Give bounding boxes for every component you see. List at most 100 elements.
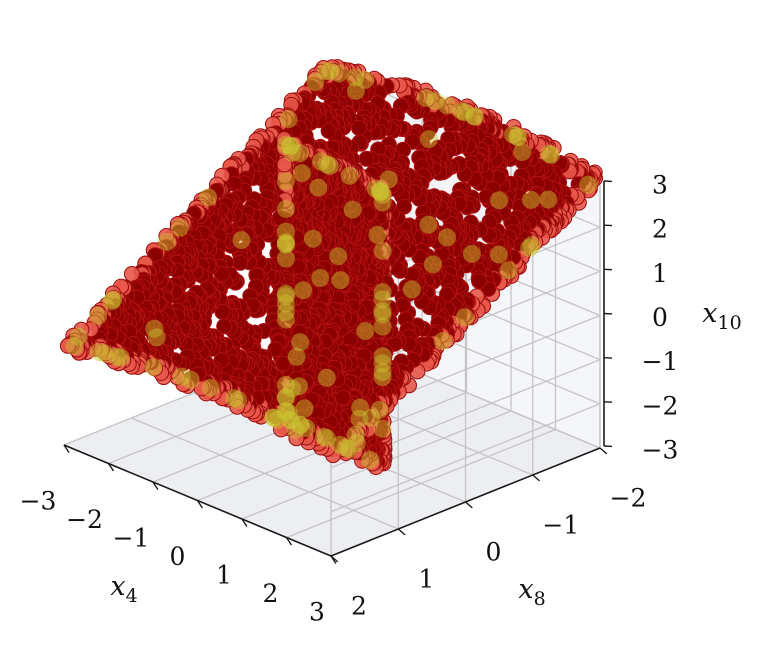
data-point — [331, 271, 350, 290]
grid-y-floor — [131, 417, 399, 530]
data-point — [225, 389, 243, 408]
data-point — [264, 408, 283, 427]
y-tick-label: 1 — [418, 565, 434, 594]
data-point — [172, 367, 191, 386]
data-point — [356, 322, 375, 340]
data-point — [417, 88, 436, 107]
data-point — [170, 218, 189, 237]
data-point — [276, 172, 295, 191]
y-tick-label: −1 — [542, 511, 579, 540]
data-point — [286, 420, 305, 439]
data-point — [579, 175, 598, 194]
data-point — [373, 283, 392, 302]
data-point — [102, 292, 121, 311]
y-axis-title: x8 — [518, 574, 545, 610]
data-point — [433, 331, 452, 350]
data-point — [520, 239, 539, 257]
data-point — [329, 247, 348, 266]
y-tick-label: −2 — [610, 484, 647, 513]
data-point — [89, 306, 108, 325]
data-point — [462, 244, 481, 263]
data-point — [65, 337, 84, 356]
x-tick-label: 0 — [170, 542, 186, 571]
data-point — [123, 266, 140, 282]
data-point — [504, 125, 523, 144]
x-axis-title: x4 — [110, 571, 137, 607]
data-point — [232, 231, 251, 250]
z-axis-title: x10 — [702, 298, 741, 334]
data-point — [311, 269, 330, 287]
data-point — [373, 241, 392, 260]
tick-mark — [397, 528, 406, 536]
data-point — [373, 347, 392, 366]
data-point — [276, 135, 295, 154]
data-point — [490, 191, 508, 210]
data-point — [346, 81, 365, 100]
y-tick-label: 2 — [351, 592, 367, 621]
data-point — [419, 215, 438, 234]
data-point — [489, 245, 508, 264]
data-point — [366, 179, 385, 198]
data-point — [368, 225, 387, 244]
scatter-points — [59, 59, 603, 475]
data-point — [294, 281, 313, 300]
data-point — [540, 144, 559, 163]
z-tick-label: 2 — [652, 215, 668, 244]
data-point — [276, 199, 295, 218]
data-point — [358, 150, 375, 167]
data-point — [455, 308, 474, 327]
tick-mark — [465, 501, 473, 509]
data-point — [232, 254, 249, 271]
data-point — [90, 343, 108, 361]
data-point — [279, 110, 298, 129]
data-point — [373, 363, 392, 382]
data-point — [373, 305, 392, 324]
data-point — [343, 200, 362, 219]
data-point — [306, 73, 325, 91]
x-tick-label: 2 — [263, 579, 279, 608]
data-point — [312, 152, 330, 171]
x-tick-label: 1 — [216, 561, 232, 590]
data-point — [402, 280, 421, 299]
data-point — [309, 178, 328, 197]
data-point — [144, 358, 163, 377]
x-tick-label: −1 — [113, 524, 150, 553]
data-point — [362, 408, 381, 427]
data-point — [438, 228, 456, 247]
data-point — [201, 378, 220, 397]
z-tick-label: 1 — [652, 259, 668, 288]
data-point — [539, 190, 558, 209]
tick-mark — [532, 474, 540, 482]
data-point — [521, 190, 540, 209]
x-tick-label: −2 — [66, 505, 103, 534]
data-point — [304, 229, 322, 248]
tick-mark — [599, 447, 608, 455]
x-tick-label: −3 — [20, 487, 57, 516]
z-tick-label: −2 — [642, 391, 679, 420]
data-point — [420, 130, 438, 149]
data-point — [317, 368, 336, 387]
data-point — [361, 450, 380, 469]
z-tick-label: −3 — [642, 436, 679, 465]
data-point — [513, 143, 532, 161]
z-tick-label: −1 — [642, 347, 679, 376]
data-point — [147, 328, 166, 347]
data-point — [340, 166, 359, 185]
data-point — [287, 347, 306, 366]
data-point — [276, 294, 295, 313]
grid-z-right — [330, 403, 601, 513]
data-point — [293, 164, 311, 183]
z-tick-label: 0 — [652, 303, 668, 332]
x-tick-label: 3 — [309, 598, 325, 627]
data-point — [423, 255, 442, 274]
data-point — [471, 273, 487, 290]
data-point — [314, 427, 333, 446]
data-point — [295, 399, 314, 418]
z-tick-label: 3 — [652, 171, 668, 200]
data-point — [276, 234, 295, 253]
y-tick-label: 0 — [486, 538, 502, 567]
data-point — [346, 425, 365, 444]
data-point — [157, 232, 176, 251]
data-point — [499, 261, 518, 280]
